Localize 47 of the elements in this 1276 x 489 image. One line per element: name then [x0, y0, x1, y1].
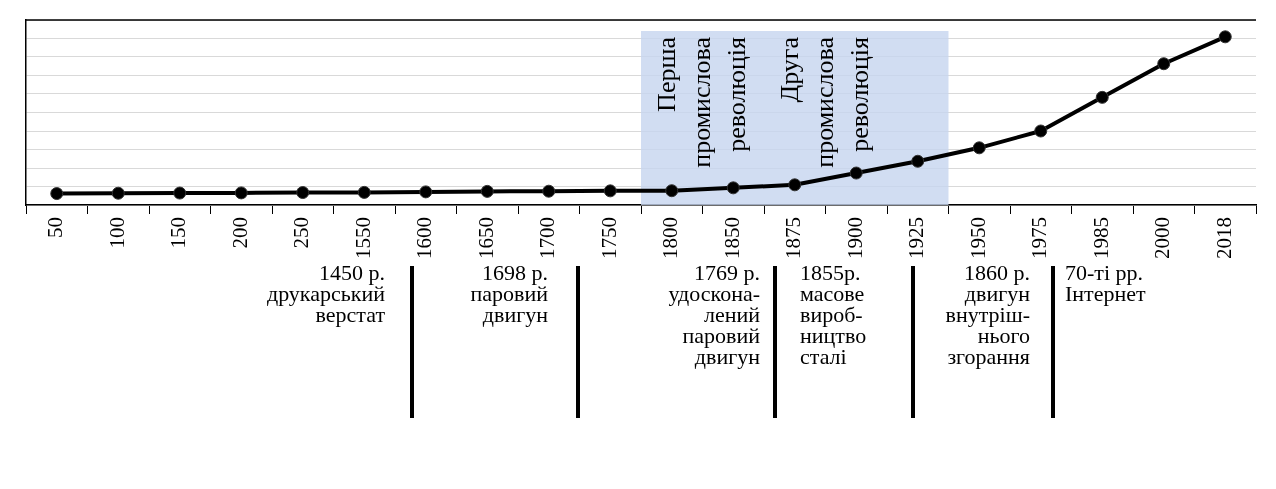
- x-tick-label: 200: [227, 217, 252, 249]
- x-tick-label: 1600: [412, 217, 437, 259]
- point: [357, 185, 371, 199]
- x-tick-label: 250: [289, 217, 314, 249]
- x-tick-label: 1900: [842, 217, 867, 259]
- point: [911, 154, 925, 168]
- point: [726, 181, 740, 195]
- x-tick-label: 2018: [1211, 217, 1236, 259]
- x-tick-label: 1985: [1088, 217, 1113, 259]
- text: 1698 р. паровий двигун: [470, 260, 548, 327]
- point: [1218, 30, 1232, 44]
- x-tick-label: 1550: [350, 217, 375, 259]
- point: [234, 186, 248, 200]
- point: [542, 184, 556, 198]
- point: [1095, 90, 1109, 104]
- x-tick-label: 100: [104, 217, 129, 249]
- x-tick-label: 1875: [781, 217, 806, 259]
- point: [1034, 124, 1048, 138]
- x-tick-label: 150: [166, 217, 191, 249]
- text: 70-ті рр. Інтернет: [1065, 260, 1146, 306]
- text: 1855р. масове вироб- ництво сталі: [800, 260, 867, 369]
- band-label: Перша промислова революція: [651, 36, 751, 168]
- point: [603, 184, 617, 198]
- x-tick-label: 2000: [1150, 217, 1175, 259]
- point: [173, 186, 187, 200]
- text: 1450 р. друкарський верстат: [266, 260, 385, 327]
- point: [419, 185, 433, 199]
- x-tick-label: 1650: [473, 217, 498, 259]
- text: 1860 р. двигун внутріш- нього згорання: [945, 260, 1030, 369]
- text: 1769 р. удоскона- лений паровий двигун: [668, 260, 760, 369]
- point: [788, 178, 802, 192]
- point: [972, 141, 986, 155]
- point: [296, 186, 310, 200]
- x-tick-label: 1750: [596, 217, 621, 259]
- point: [665, 184, 679, 198]
- x-tick-label: 1700: [535, 217, 560, 259]
- point: [480, 184, 494, 198]
- point: [50, 187, 64, 201]
- x-tick-label: 50: [43, 217, 68, 238]
- point: [849, 166, 863, 180]
- x-tick-label: 1800: [658, 217, 683, 259]
- point: [1157, 57, 1171, 71]
- x-tick-label: 1950: [965, 217, 990, 259]
- point: [111, 186, 125, 200]
- x-tick-label: 1925: [904, 217, 929, 259]
- x-tick-label: 1850: [719, 217, 744, 259]
- x-tick-label: 1975: [1027, 217, 1052, 259]
